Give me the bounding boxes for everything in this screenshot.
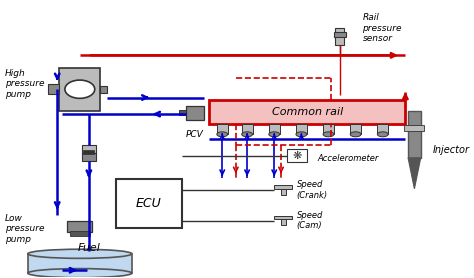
Text: Speed
(Crank): Speed (Crank) — [297, 180, 328, 200]
FancyBboxPatch shape — [350, 124, 361, 134]
FancyBboxPatch shape — [100, 86, 107, 93]
FancyBboxPatch shape — [186, 106, 204, 120]
FancyBboxPatch shape — [274, 216, 292, 219]
Text: Injector: Injector — [432, 145, 469, 155]
FancyBboxPatch shape — [242, 124, 253, 134]
Text: PCV: PCV — [186, 130, 204, 139]
FancyBboxPatch shape — [217, 124, 228, 134]
FancyBboxPatch shape — [48, 84, 59, 94]
Text: ❋: ❋ — [292, 151, 301, 161]
Text: Fuel: Fuel — [77, 243, 100, 253]
FancyBboxPatch shape — [59, 68, 100, 111]
FancyBboxPatch shape — [281, 189, 286, 195]
Ellipse shape — [217, 132, 228, 137]
Text: Rail
pressure
sensor: Rail pressure sensor — [363, 13, 402, 43]
FancyBboxPatch shape — [334, 32, 346, 37]
Text: ECU: ECU — [136, 197, 162, 210]
Ellipse shape — [296, 132, 307, 137]
FancyBboxPatch shape — [28, 254, 132, 273]
Circle shape — [65, 80, 95, 98]
FancyBboxPatch shape — [296, 124, 307, 134]
FancyBboxPatch shape — [179, 110, 186, 115]
FancyBboxPatch shape — [404, 125, 424, 131]
Ellipse shape — [28, 249, 132, 258]
FancyBboxPatch shape — [209, 100, 405, 124]
FancyBboxPatch shape — [82, 145, 96, 153]
FancyBboxPatch shape — [82, 153, 96, 161]
FancyBboxPatch shape — [287, 149, 307, 162]
Ellipse shape — [323, 132, 334, 137]
FancyBboxPatch shape — [269, 124, 280, 134]
Text: Accelerometer: Accelerometer — [317, 154, 379, 163]
Ellipse shape — [377, 132, 388, 137]
Text: Speed
(Cam): Speed (Cam) — [297, 211, 323, 230]
FancyBboxPatch shape — [67, 221, 92, 232]
FancyBboxPatch shape — [70, 231, 90, 236]
Polygon shape — [408, 158, 421, 189]
FancyBboxPatch shape — [323, 124, 334, 134]
Ellipse shape — [242, 132, 253, 137]
Ellipse shape — [350, 132, 361, 137]
Ellipse shape — [28, 269, 132, 278]
FancyBboxPatch shape — [281, 219, 286, 225]
Text: High
pressure
pump: High pressure pump — [5, 69, 45, 99]
Ellipse shape — [269, 132, 280, 137]
FancyBboxPatch shape — [83, 150, 94, 154]
FancyBboxPatch shape — [274, 185, 292, 189]
FancyBboxPatch shape — [377, 124, 388, 134]
FancyBboxPatch shape — [116, 179, 182, 227]
FancyBboxPatch shape — [408, 111, 421, 158]
Text: Common rail: Common rail — [272, 107, 343, 117]
Text: Low
pressure
pump: Low pressure pump — [5, 214, 45, 244]
FancyBboxPatch shape — [335, 28, 344, 45]
